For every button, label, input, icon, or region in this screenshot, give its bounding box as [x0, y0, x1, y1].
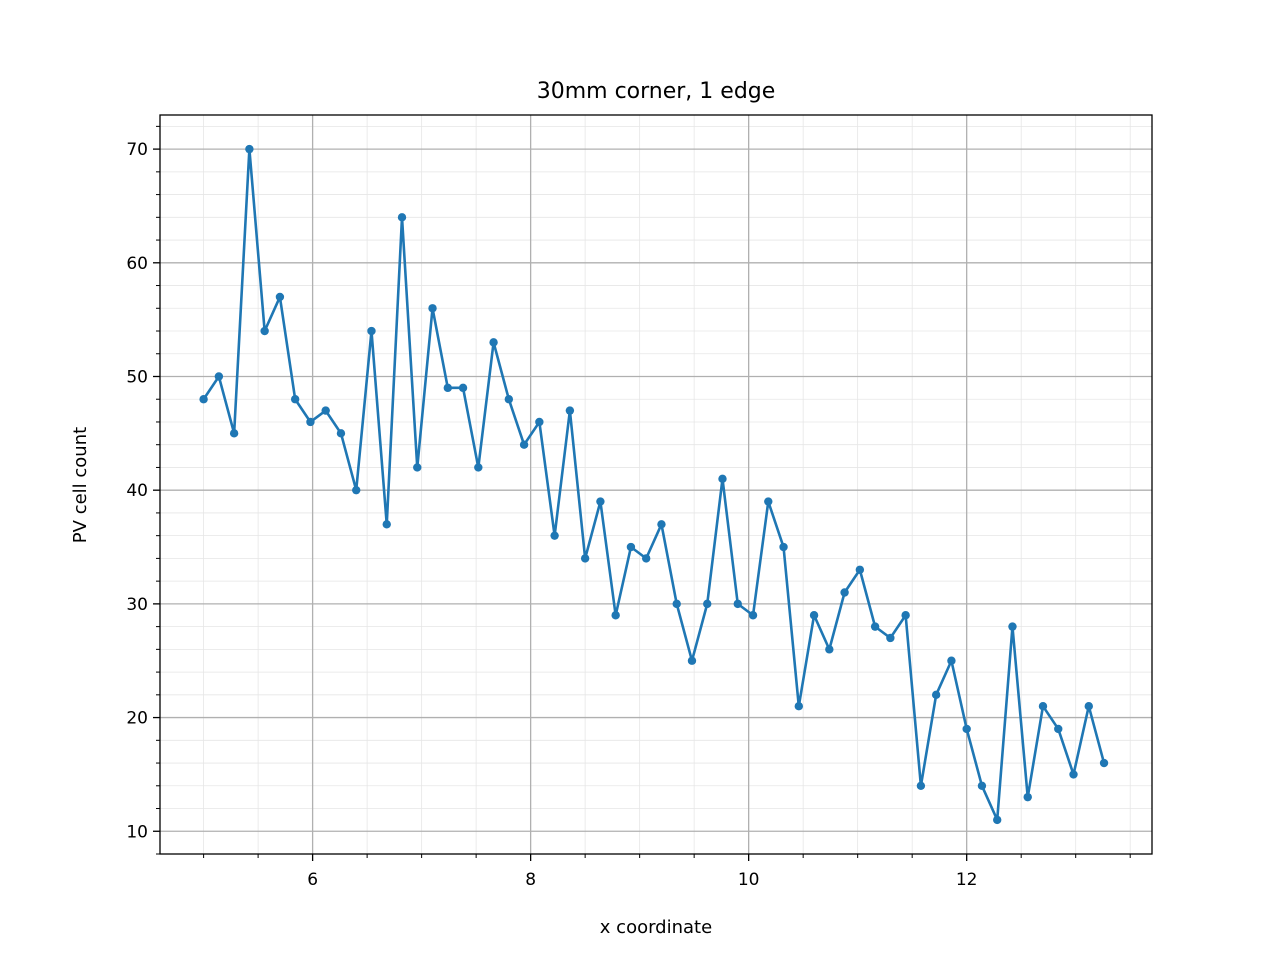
data-point: [565, 406, 575, 415]
data-point: [825, 645, 834, 654]
data-point: [703, 599, 712, 609]
x-tick-label: 12: [956, 870, 978, 890]
data-point: [993, 815, 1002, 825]
data-point: [397, 213, 407, 222]
data-point: [886, 633, 895, 643]
data-point: [336, 429, 346, 438]
data-point: [1038, 702, 1048, 711]
data-point: [626, 542, 636, 552]
data-point: [199, 395, 208, 404]
data-point: [840, 588, 849, 597]
data-point: [870, 622, 880, 631]
data-point: [916, 781, 926, 790]
data-point: [809, 611, 819, 620]
data-point: [657, 520, 666, 529]
data-point: [352, 485, 361, 495]
data-point: [458, 383, 468, 393]
data-point: [580, 554, 590, 563]
data-point: [779, 542, 788, 552]
data-point: [1069, 770, 1078, 779]
data-point: [413, 463, 422, 472]
data-point: [1054, 724, 1063, 734]
series-layer: [199, 144, 1109, 825]
data-point: [901, 611, 910, 620]
data-point: [947, 656, 956, 665]
y-axis-label: PV cell count: [70, 427, 91, 543]
axes-frame: [159, 114, 1153, 855]
data-point: [321, 406, 330, 415]
data-point: [504, 395, 514, 404]
x-tick-label: 6: [307, 870, 318, 890]
data-point: [489, 338, 498, 347]
data-point: [687, 656, 697, 665]
y-tick-label: 40: [126, 481, 148, 501]
data-point: [718, 474, 727, 484]
data-point: [855, 565, 865, 574]
data-point: [535, 417, 544, 427]
y-tick-label: 50: [126, 367, 148, 387]
x-tick-label: 8: [525, 870, 536, 890]
data-point: [474, 463, 483, 472]
x-tick-label: 10: [738, 870, 760, 890]
y-tick-label: 60: [126, 254, 148, 274]
data-point: [214, 372, 224, 381]
data-point: [428, 304, 437, 313]
data-point: [1099, 758, 1109, 768]
y-tick-label: 30: [126, 595, 148, 615]
data-point: [519, 440, 529, 449]
data-point: [672, 599, 681, 609]
data-point: [367, 326, 376, 336]
data-point: [290, 395, 300, 404]
data-point: [764, 497, 773, 506]
data-point: [748, 611, 758, 620]
data-point: [260, 326, 269, 336]
data-point: [550, 531, 559, 540]
chart-title: 30mm corner, 1 edge: [537, 79, 776, 104]
y-tick-label: 10: [126, 822, 148, 842]
data-point: [382, 520, 391, 529]
data-point: [1023, 792, 1032, 802]
data-point: [1084, 702, 1093, 711]
data-point: [641, 554, 651, 563]
ticks-layer: 6 8 10 12 10 20 30 40 50 60 70: [126, 125, 1131, 890]
data-point: [962, 724, 971, 734]
data-point: [733, 599, 742, 609]
y-tick-label: 70: [126, 140, 148, 160]
data-point: [596, 497, 605, 506]
data-point: [931, 690, 941, 700]
data-point: [794, 702, 804, 711]
data-point: [611, 611, 620, 620]
data-point: [443, 383, 452, 393]
data-point: [229, 429, 239, 438]
series-line: [202, 147, 1106, 822]
x-axis-label: x coordinate: [600, 917, 712, 938]
data-point: [306, 417, 315, 427]
data-point: [245, 144, 254, 154]
data-point: [977, 781, 987, 790]
data-point: [275, 292, 285, 302]
data-point: [1008, 622, 1017, 631]
y-tick-label: 20: [126, 709, 148, 729]
